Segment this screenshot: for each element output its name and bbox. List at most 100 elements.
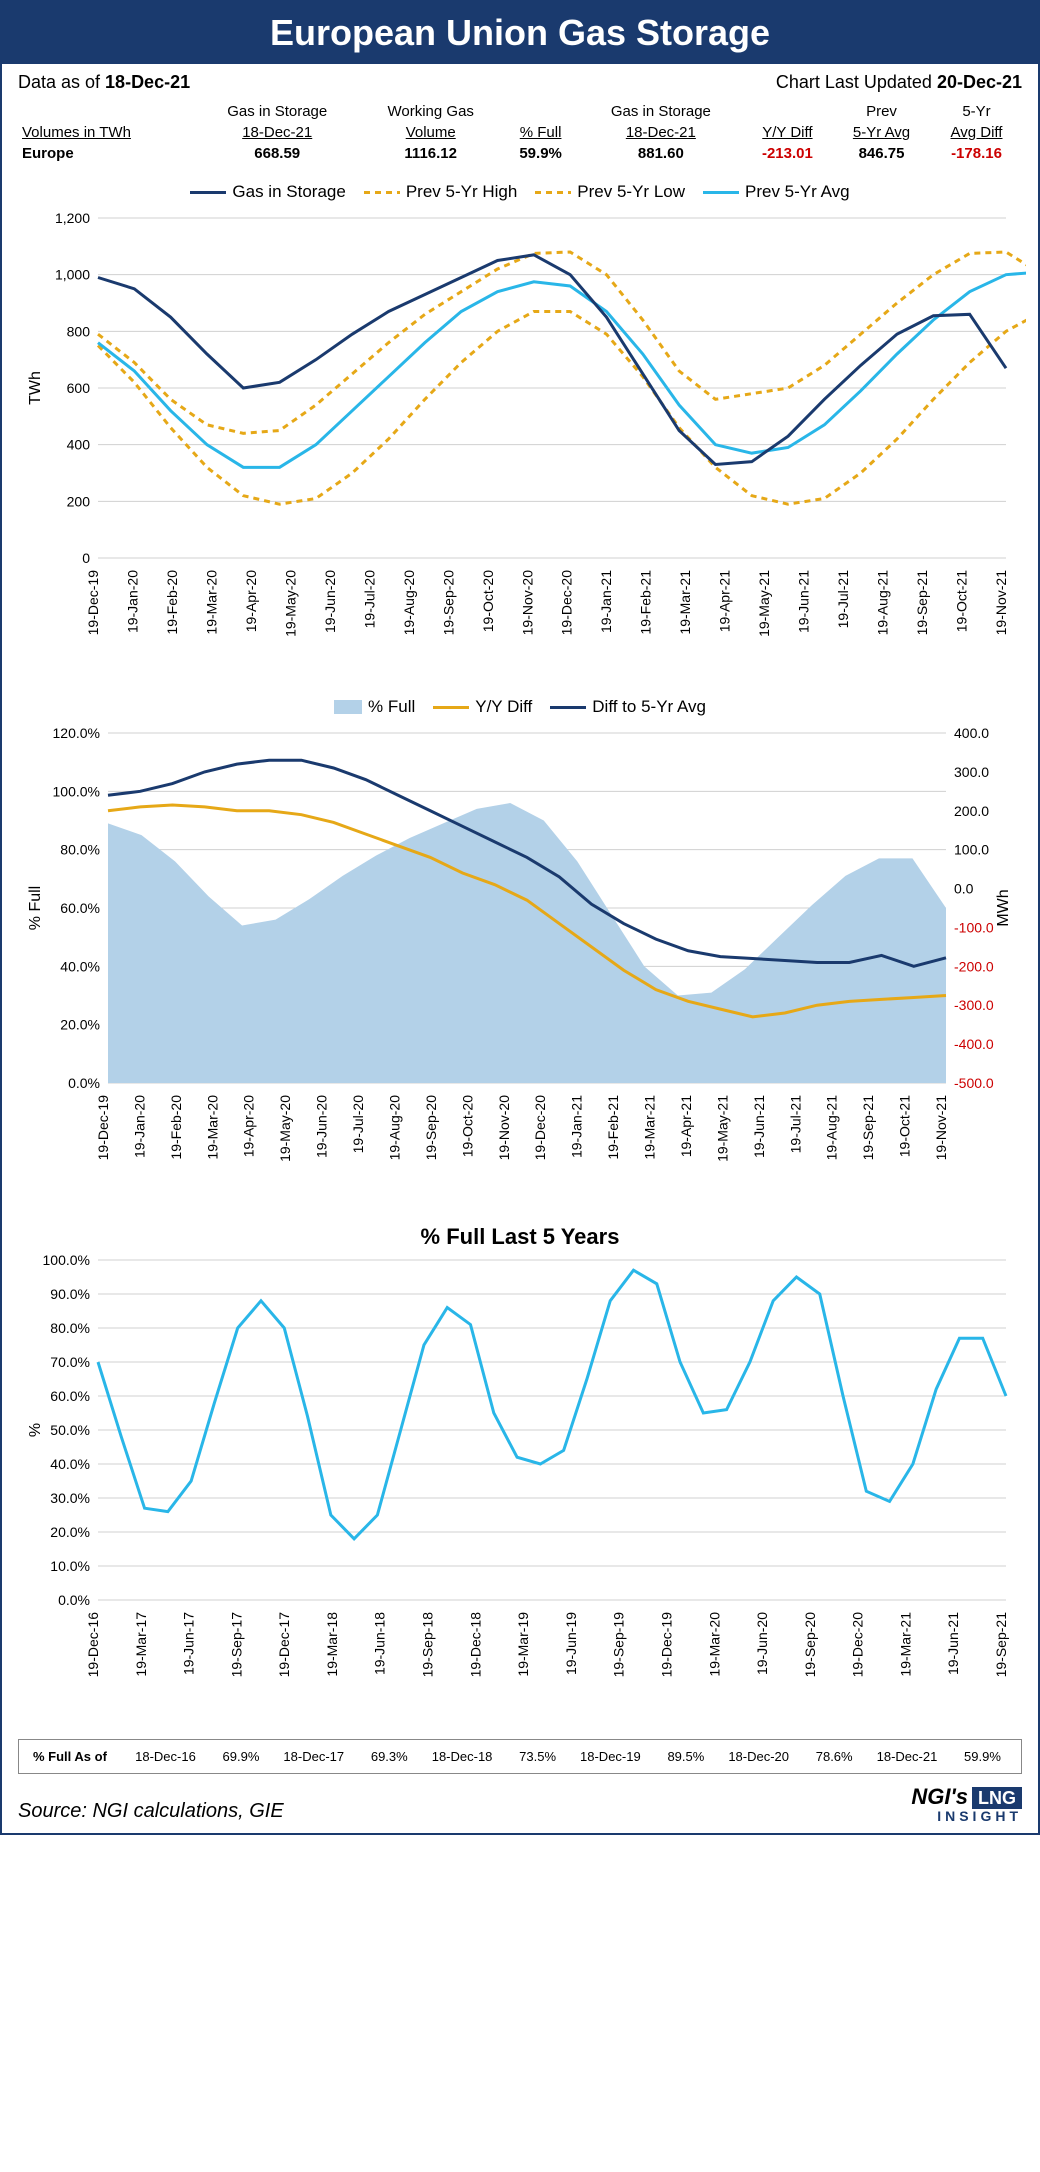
ytick-label: 40.0% [50, 1456, 90, 1472]
yr-tick-label: -500.0 [954, 1075, 994, 1091]
source-row: Source: NGI calculations, GIE NGI'sLNG I… [2, 1780, 1038, 1833]
footer-val: 59.9% [956, 1746, 1015, 1767]
logo-lng: LNG [972, 1787, 1022, 1809]
ytick-label: 100.0% [43, 1252, 90, 1268]
legend-label: Prev 5-Yr Avg [745, 182, 850, 202]
xtick-label: 19-Feb-21 [605, 1095, 621, 1160]
td-region: Europe [18, 143, 195, 164]
xtick-label: 19-Jan-21 [569, 1095, 585, 1158]
xtick-label: 19-Apr-21 [678, 1095, 694, 1157]
yl-axis-label: % Full [27, 886, 44, 930]
th-worka: Working Gas [359, 101, 502, 122]
xtick-label: 19-Feb-20 [168, 1095, 184, 1160]
yl-tick-label: 40.0% [60, 958, 100, 974]
xtick-label: 19-Jun-20 [314, 1095, 330, 1158]
chart-2-svg: 0.0%20.0%40.0%60.0%80.0%100.0%120.0%-500… [18, 723, 1026, 1203]
xtick-label: 19-Nov-21 [993, 570, 1009, 636]
xtick-label: 19-Sep-17 [228, 1612, 244, 1678]
xtick-label: 19-Jun-21 [796, 570, 812, 633]
xtick-label: 19-Nov-20 [496, 1095, 512, 1161]
xtick-label: 19-Dec-20 [559, 570, 575, 636]
source-text: Source: NGI calculations, GIE [18, 1800, 284, 1823]
xtick-label: 19-Feb-21 [638, 570, 654, 635]
footer-row: % Full As of 18-Dec-1669.9%18-Dec-1769.3… [25, 1746, 1015, 1767]
ytick-label: 30.0% [50, 1490, 90, 1506]
xtick-label: 19-Apr-20 [241, 1095, 257, 1157]
xtick-label: 19-Dec-20 [532, 1095, 548, 1161]
yl-tick-label: 80.0% [60, 842, 100, 858]
xtick-label: 19-Jan-21 [598, 570, 614, 633]
xtick-label: 19-Jan-20 [124, 570, 140, 633]
series-gas [98, 255, 1006, 465]
chart-2-legend: % Full Y/Y Diff Diff to 5-Yr Avg [18, 691, 1022, 723]
xtick-label: 19-Oct-20 [459, 1095, 475, 1157]
ytick-label: 800 [67, 323, 91, 339]
xtick-label: 19-Mar-21 [677, 570, 693, 635]
legend-item: Diff to 5-Yr Avg [550, 697, 706, 717]
xtick-label: 19-Jun-17 [181, 1612, 197, 1675]
xtick-label: 19-May-20 [277, 1095, 293, 1162]
yl-tick-label: 20.0% [60, 1017, 100, 1033]
td-prev: 846.75 [832, 143, 931, 164]
ytick-label: 60.0% [50, 1388, 90, 1404]
ytick-label: 0.0% [58, 1592, 90, 1608]
yr-tick-label: -200.0 [954, 958, 994, 974]
footer-date: 18-Dec-19 [572, 1746, 657, 1767]
footer-val: 78.6% [808, 1746, 867, 1767]
xtick-label: 19-Aug-21 [824, 1095, 840, 1161]
xtick-label: 19-Dec-16 [85, 1612, 101, 1678]
xtick-label: 19-Aug-21 [875, 570, 891, 636]
xtick-label: 19-Mar-20 [706, 1612, 722, 1677]
legend-label: Y/Y Diff [475, 697, 532, 717]
xtick-label: 19-Feb-20 [164, 570, 180, 635]
footer-date: 18-Dec-20 [720, 1746, 805, 1767]
legend-item: Y/Y Diff [433, 697, 532, 717]
legend-item: Prev 5-Yr High [364, 182, 517, 202]
page-title: European Union Gas Storage [2, 2, 1038, 64]
xtick-label: 19-Sep-19 [611, 1612, 627, 1678]
y-axis-label: TWh [27, 371, 44, 405]
chart-3-svg: 0.0%10.0%20.0%30.0%40.0%50.0%60.0%70.0%8… [18, 1250, 1026, 1720]
xtick-label: 19-Jun-21 [751, 1095, 767, 1158]
th-workb: Volume [359, 122, 502, 143]
updated-value: 20-Dec-21 [937, 72, 1022, 92]
xtick-label: 19-Dec-19 [85, 570, 101, 636]
xtick-label: 19-Mar-17 [133, 1612, 149, 1677]
td-pct: 59.9% [502, 143, 579, 164]
yr-tick-label: 100.0 [954, 842, 989, 858]
xtick-label: 19-Jun-19 [563, 1612, 579, 1675]
xtick-label: 19-Apr-21 [717, 570, 733, 632]
ytick-label: 600 [67, 380, 91, 396]
chart-2: % Full Y/Y Diff Diff to 5-Yr Avg 0.0%20.… [2, 691, 1038, 1216]
ytick-label: 1,000 [55, 267, 90, 283]
series-pct5yr [98, 1270, 1006, 1539]
xtick-label: 19-Dec-18 [467, 1612, 483, 1678]
xtick-label: 19-Jun-20 [322, 570, 338, 633]
yl-tick-label: 120.0% [53, 725, 100, 741]
th-yy: Y/Y Diff [743, 122, 832, 143]
y-axis-label: % [27, 1423, 44, 1437]
xtick-label: 19-Jul-21 [787, 1095, 803, 1154]
th-gas1b: 18-Dec-21 [195, 122, 359, 143]
legend-item: Gas in Storage [190, 182, 345, 202]
td-work: 1116.12 [359, 143, 502, 164]
ytick-label: 10.0% [50, 1558, 90, 1574]
series-avg [98, 272, 1026, 468]
report-container: European Union Gas Storage Data as of 18… [0, 0, 1040, 1835]
th-pct: % Full [502, 122, 579, 143]
series-pctfull-area [108, 803, 946, 1083]
xtick-label: 19-Jun-21 [945, 1612, 961, 1675]
xtick-label: 19-Jul-21 [835, 570, 851, 629]
updated-label: Chart Last Updated [776, 72, 937, 92]
xtick-label: 19-Mar-21 [897, 1612, 913, 1677]
logo-brand: NGI's [911, 1784, 968, 1809]
series-low [98, 312, 1026, 505]
xtick-label: 19-Oct-21 [897, 1095, 913, 1157]
xtick-label: 19-Mar-20 [204, 1095, 220, 1160]
xtick-label: 19-Jul-20 [361, 570, 377, 629]
td-yy: -213.01 [743, 143, 832, 164]
yr-tick-label: -400.0 [954, 1036, 994, 1052]
legend-label: % Full [368, 697, 415, 717]
data-as-of-label: Data as of [18, 72, 105, 92]
ytick-label: 400 [67, 437, 91, 453]
